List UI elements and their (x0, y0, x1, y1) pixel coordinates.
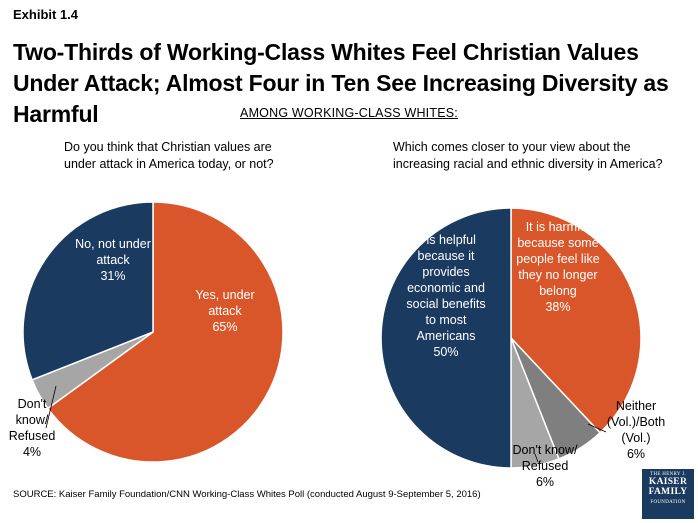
pie1-slice-3 (22, 201, 154, 381)
pie2-label-1: It is harmful because some people feel lik… (516, 220, 599, 314)
pie2-leader-2 (587, 423, 607, 433)
source-note: SOURCE: Kaiser Family Foundation/CNN Wor… (13, 489, 481, 500)
logo-line-3: FAMILY (648, 487, 688, 497)
pie2-slice-1 (510, 207, 642, 434)
subheading: AMONG WORKING-CLASS WHITES: (240, 106, 458, 120)
pie2-label-2: Neither (Vol.)/Both (Vol.) 6% (607, 399, 665, 461)
pie2-label-3: Don't know/Refused 6% (513, 443, 578, 489)
question-christian-values: Do you think that Christian values are u… (64, 140, 274, 171)
logo-line-1: THE HENRY J. (650, 472, 686, 477)
logo-line-4: FOUNDATION (650, 500, 686, 505)
pie1-slice-1 (46, 201, 284, 463)
pie1-leader-2 (45, 385, 57, 429)
logo-line-2: KAISER (648, 477, 688, 487)
exhibit-label: Exhibit 1.4 (13, 7, 79, 22)
pie1-label-1: Yes, under attack 65% (195, 288, 254, 334)
question-diversity: Which comes closer to your view about th… (393, 140, 663, 171)
pie2-leader-3 (534, 453, 539, 463)
kff-logo: THE HENRY J. KAISER FAMILY FOUNDATION (642, 469, 694, 519)
pie2-slice-4 (380, 207, 512, 469)
pie1-label-3: No, not under attack 31% (75, 237, 151, 283)
chart-title: Two-Thirds of Working-Class Whites Feel … (13, 39, 669, 127)
pie1-label-2: Don't know/Refused 4% (9, 397, 56, 459)
pie2-label-4: It is helpful because it provides economic … (406, 233, 485, 359)
